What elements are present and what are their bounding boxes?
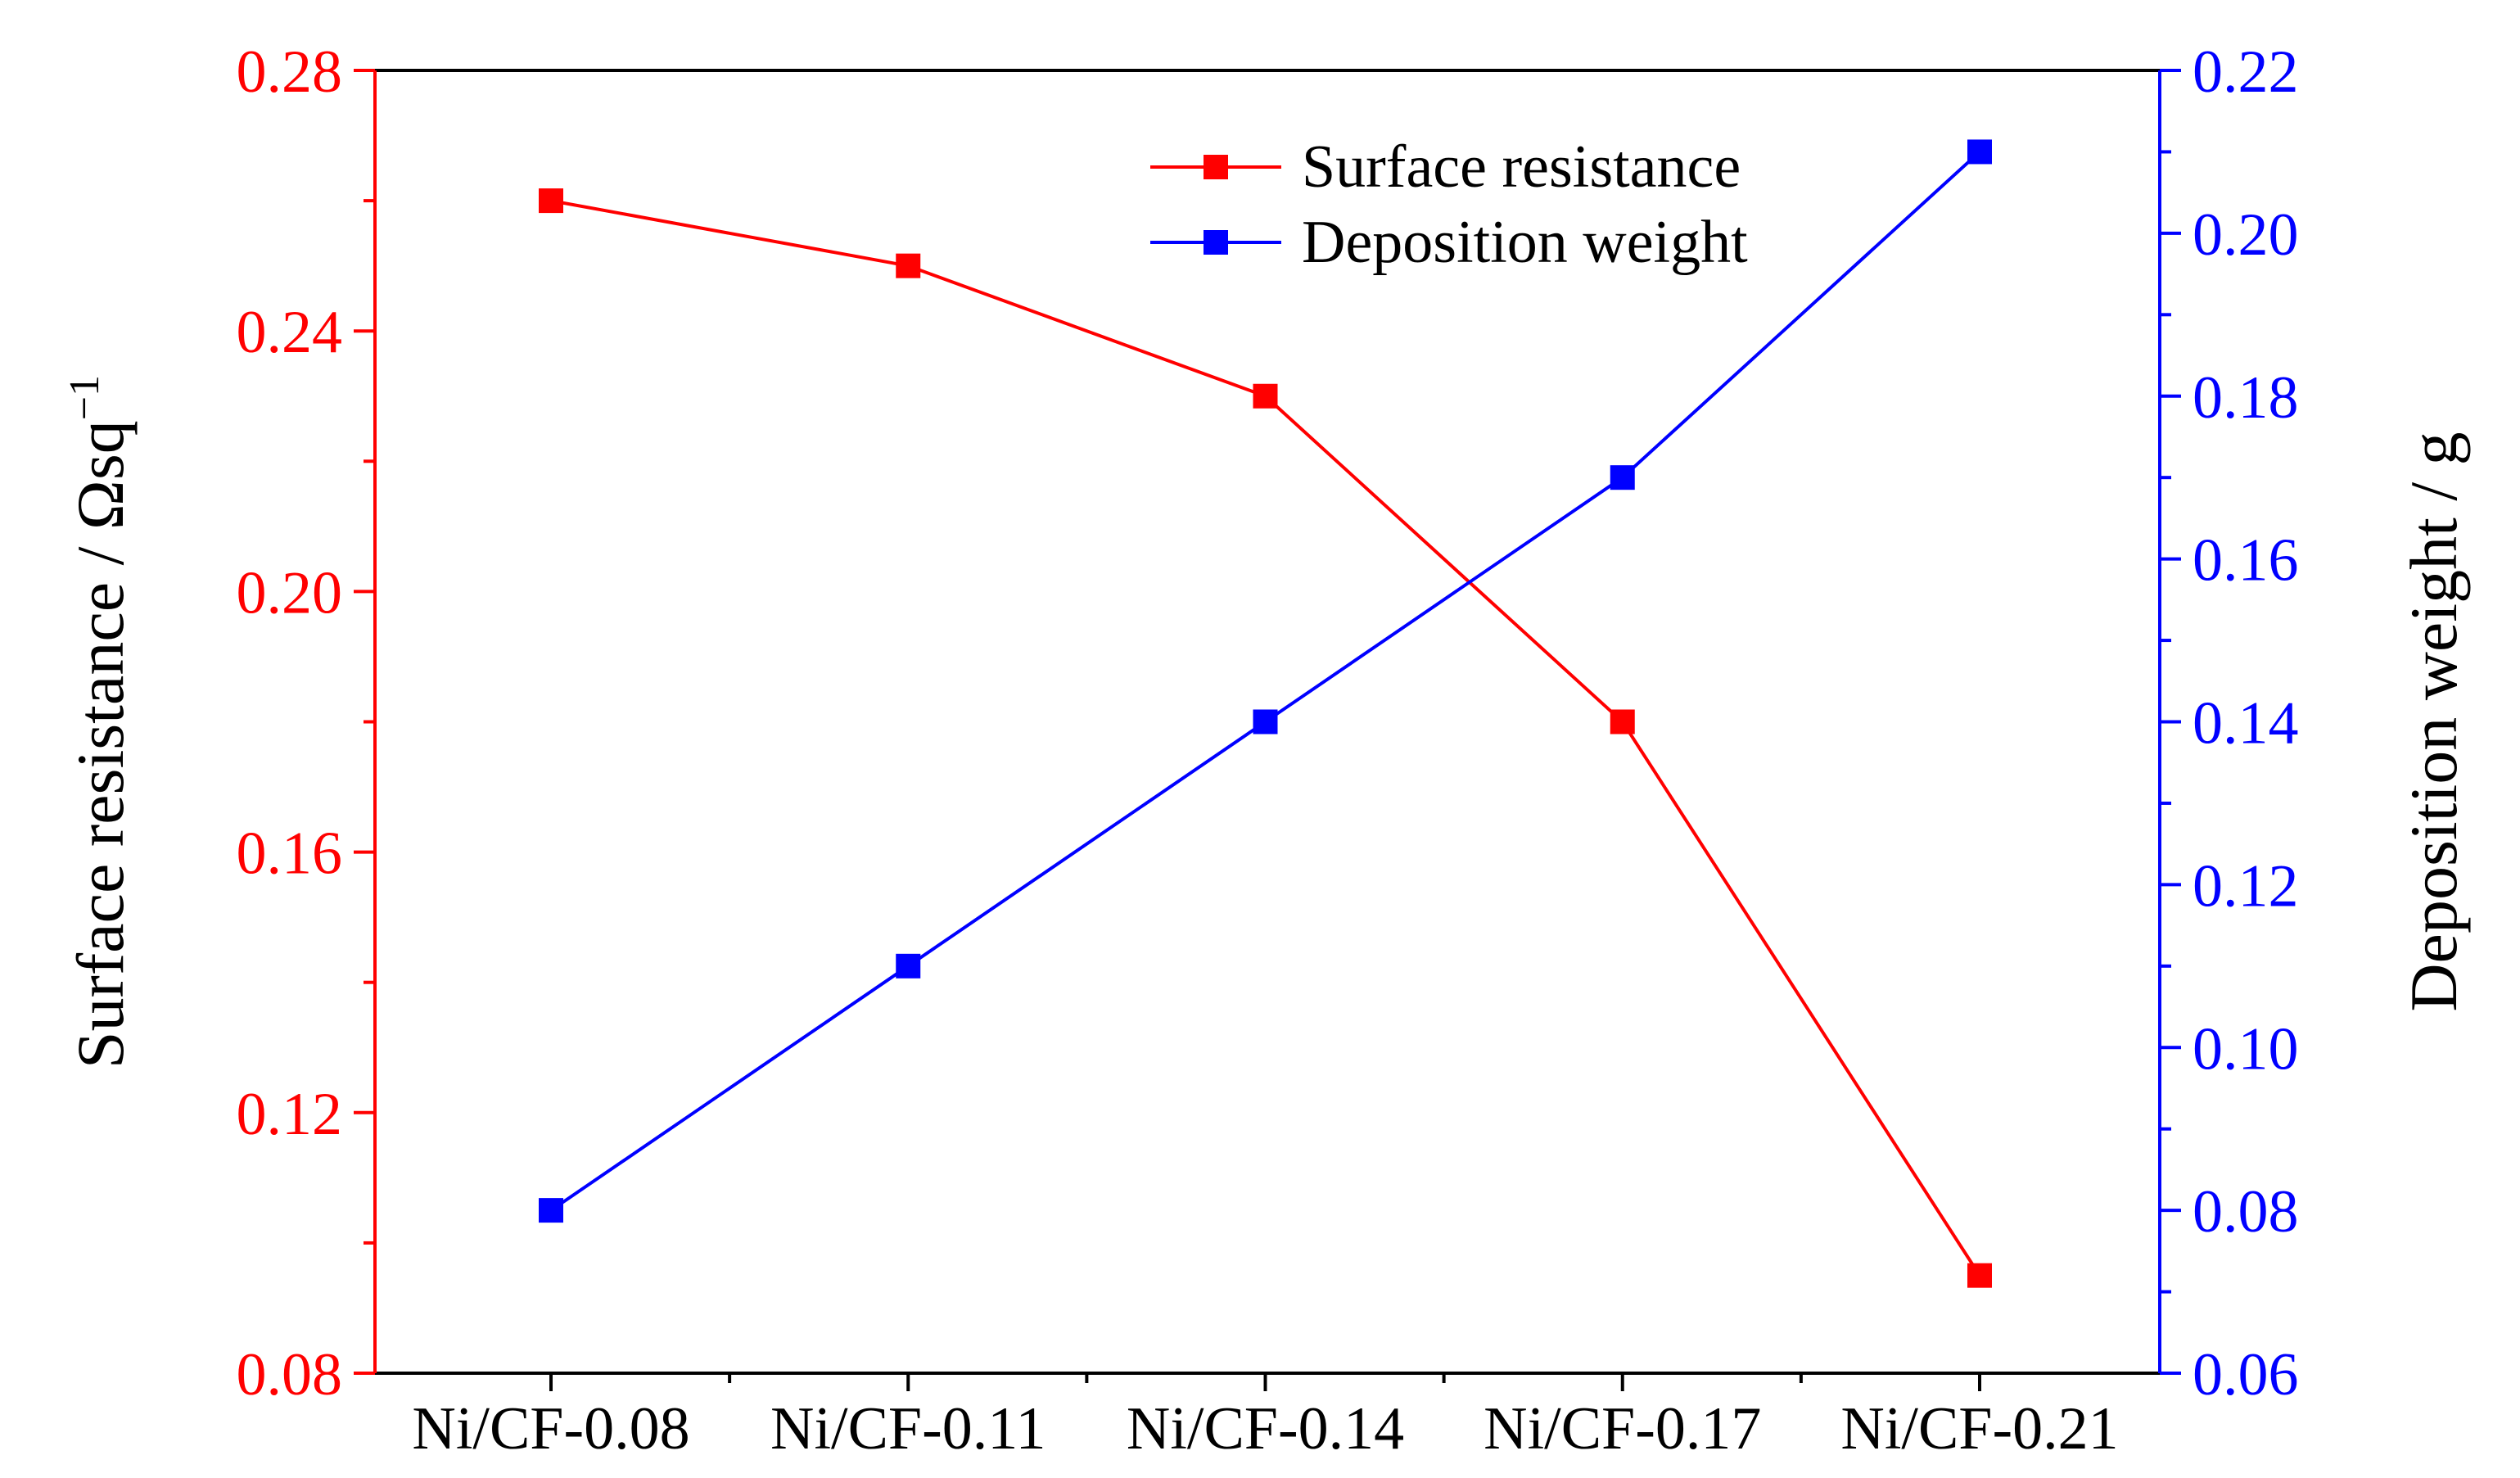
- surface-resistance-point: [1610, 709, 1635, 734]
- left-tick-label: 0.12: [237, 1081, 343, 1148]
- right-tick-label: 0.20: [2193, 201, 2299, 269]
- left-tick-label: 0.24: [237, 299, 343, 366]
- deposition-weight-point: [1967, 139, 1992, 165]
- left-tick-label: 0.16: [237, 820, 343, 888]
- right-tick-label: 0.12: [2193, 852, 2299, 920]
- right-tick-label: 0.18: [2193, 364, 2299, 432]
- left-axis-title: Surface resistance / Ωsq−1: [61, 375, 138, 1069]
- left-tick-label: 0.28: [237, 38, 343, 106]
- deposition-weight-point: [1253, 709, 1278, 734]
- right-tick-label: 0.08: [2193, 1178, 2299, 1245]
- right-tick-label: 0.22: [2193, 38, 2299, 106]
- right-tick-label: 0.14: [2193, 690, 2299, 757]
- x-tick-label: Ni/CF-0.17: [1484, 1395, 1761, 1462]
- legend-deposition-weight-label: Deposition weight: [1302, 209, 1748, 276]
- deposition-weight-point: [1610, 465, 1635, 490]
- surface-resistance-point: [1967, 1263, 1992, 1288]
- left-tick-label: 0.08: [237, 1341, 343, 1408]
- right-tick-label: 0.10: [2193, 1015, 2299, 1083]
- right-axis-title: Deposition weight / g: [2396, 432, 2471, 1011]
- x-tick-label: Ni/CF-0.11: [770, 1395, 1045, 1462]
- right-tick-label: 0.06: [2193, 1341, 2299, 1408]
- x-tick-label: Ni/CF-0.14: [1127, 1395, 1404, 1462]
- surface-resistance-point: [1253, 383, 1278, 409]
- x-tick-label: Ni/CF-0.21: [1840, 1395, 2118, 1462]
- right-tick-label: 0.16: [2193, 527, 2299, 594]
- surface-resistance-line: [550, 199, 1981, 1277]
- deposition-weight-point: [539, 1198, 563, 1223]
- deposition-weight-line: [549, 150, 1981, 1212]
- surface-resistance-point: [896, 253, 921, 278]
- surface-resistance-point: [539, 188, 563, 214]
- left-tick-label: 0.20: [237, 559, 343, 626]
- legend-surface-resistance-label: Surface resistance: [1302, 133, 1741, 201]
- x-tick-label: Ni/CF-0.08: [412, 1395, 689, 1462]
- legend-deposition-weight-marker: [1204, 230, 1228, 255]
- deposition-weight-point: [896, 953, 921, 979]
- legend-surface-resistance-marker: [1204, 155, 1228, 179]
